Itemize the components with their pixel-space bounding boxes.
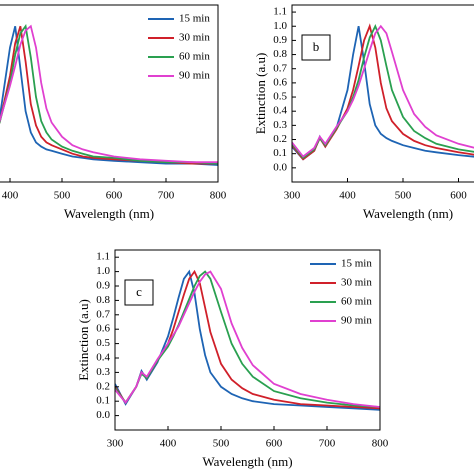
- legend-label: 90 min: [341, 315, 372, 327]
- y-tick-label: 0.7: [96, 308, 110, 320]
- legend-label: 30 min: [179, 32, 210, 44]
- plot-frame: [291, 4, 474, 183]
- x-tick-label: 500: [213, 438, 230, 450]
- plot: [115, 269, 380, 411]
- series-line: [115, 270, 380, 408]
- series-line: [0, 25, 218, 166]
- y-tick-label: 0.3: [273, 119, 287, 131]
- x-tick-label: 600: [266, 438, 283, 450]
- x-tick-label: 600: [106, 190, 123, 202]
- x-tick-label: 700: [319, 438, 336, 450]
- legend-label: 60 min: [341, 296, 372, 308]
- plot: [292, 23, 474, 161]
- x-tick-label: 400: [339, 190, 356, 202]
- panel-label: b: [313, 39, 320, 54]
- plot-frame: [0, 4, 219, 183]
- y-tick-label: 0.2: [273, 133, 287, 145]
- series-line: [115, 270, 380, 408]
- legend-label: 15 min: [179, 13, 210, 25]
- y-tick-label: 1.0: [273, 20, 287, 32]
- series-line: [115, 269, 380, 410]
- y-tick-label: 0.9: [273, 34, 287, 46]
- panel-label: c: [136, 284, 142, 299]
- panel-label-box: [124, 279, 154, 306]
- series-line: [115, 269, 380, 411]
- y-tick-label: 0.0: [273, 161, 287, 173]
- y-tick-label: 0.1: [273, 147, 287, 159]
- x-axis-label: Wavelength (nm): [363, 206, 453, 221]
- x-tick-label: 400: [2, 190, 19, 202]
- series-line: [292, 24, 474, 158]
- y-tick-label: 0.7: [273, 62, 287, 74]
- series-line: [0, 25, 218, 165]
- x-tick-label: 300: [107, 438, 124, 450]
- legend-label: 90 min: [179, 70, 210, 82]
- y-tick-label: 0.4: [273, 105, 287, 117]
- y-tick-label: 0.5: [273, 91, 287, 103]
- y-tick-label: 0.8: [273, 48, 287, 60]
- x-tick-label: 300: [284, 190, 301, 202]
- y-tick-label: 1.1: [96, 251, 110, 263]
- y-tick-label: 0.9: [96, 280, 110, 292]
- y-tick-label: 0.3: [96, 366, 110, 378]
- series-line: [0, 24, 218, 164]
- x-tick-label: 600: [450, 190, 467, 202]
- legend-label: 60 min: [179, 51, 210, 63]
- x-tick-label: 500: [395, 190, 412, 202]
- y-tick-label: 0.8: [96, 294, 110, 306]
- x-axis-label: Wavelength (nm): [64, 206, 154, 221]
- series-line: [0, 23, 218, 165]
- x-tick-label: 800: [210, 190, 227, 202]
- y-tick-label: 0.6: [273, 76, 287, 88]
- x-tick-label: 700: [158, 190, 175, 202]
- x-tick-label: 800: [372, 438, 389, 450]
- panel-label-box: [301, 34, 331, 61]
- y-tick-label: 0.5: [96, 337, 110, 349]
- x-tick-label: 500: [54, 190, 71, 202]
- x-tick-label: 400: [160, 438, 177, 450]
- plot: [0, 23, 218, 166]
- x-axis-label: Wavelength (nm): [202, 454, 292, 469]
- y-axis-label: Extinction (a.u): [76, 299, 91, 381]
- plot-frame: [114, 249, 381, 431]
- y-axis-label: Extinction (a.u): [253, 53, 268, 135]
- y-tick-label: 0.0: [96, 409, 110, 421]
- legend-label: 30 min: [341, 277, 372, 289]
- y-tick-label: 1.1: [273, 6, 287, 18]
- y-tick-label: 1.0: [96, 265, 110, 277]
- y-tick-label: 0.1: [96, 395, 110, 407]
- legend-label: 15 min: [341, 258, 372, 270]
- y-tick-label: 0.6: [96, 323, 110, 335]
- y-tick-label: 0.2: [96, 380, 110, 392]
- y-tick-label: 0.4: [96, 352, 110, 364]
